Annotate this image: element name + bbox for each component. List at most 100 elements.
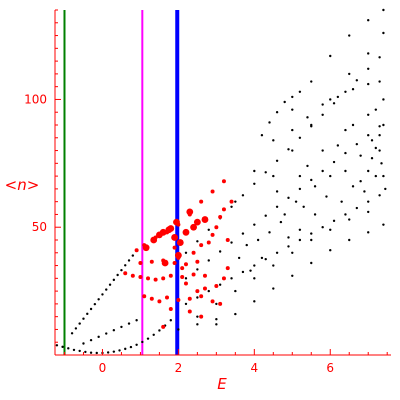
x-axis-title: E bbox=[217, 375, 227, 393]
scatter-point bbox=[180, 266, 185, 271]
scatter-point bbox=[340, 200, 343, 203]
scatter-point bbox=[272, 287, 275, 290]
scatter-point bbox=[310, 232, 313, 235]
scatter-points bbox=[55, 8, 387, 355]
scatter-point bbox=[146, 276, 151, 281]
scatter-point bbox=[344, 213, 347, 216]
scatter-point bbox=[210, 232, 215, 237]
scatter-point bbox=[127, 259, 131, 262]
scatter-point bbox=[105, 332, 108, 335]
scatter-point bbox=[367, 67, 370, 70]
scatter-point bbox=[298, 238, 302, 242]
scatter-point bbox=[313, 213, 317, 216]
scatter-point bbox=[82, 317, 85, 320]
scatter-point bbox=[135, 343, 138, 346]
scatter-point bbox=[275, 159, 279, 162]
scatter-point bbox=[348, 238, 351, 242]
scatter-point bbox=[124, 347, 127, 351]
scatter-point bbox=[72, 348, 76, 352]
scatter-point bbox=[78, 349, 81, 353]
scatter-point bbox=[367, 169, 370, 173]
scatter-point bbox=[287, 236, 290, 239]
scatter-point bbox=[225, 238, 230, 242]
scatter-point bbox=[275, 190, 279, 193]
scatter-point bbox=[291, 149, 294, 152]
scatter-point bbox=[378, 134, 381, 137]
scatter-point bbox=[264, 171, 267, 174]
scatter-point bbox=[355, 142, 359, 146]
scatter-point bbox=[89, 351, 93, 354]
scatter-point bbox=[152, 333, 155, 337]
scatter-point bbox=[221, 207, 226, 212]
y-tick-label: 50 bbox=[32, 220, 47, 234]
scatter-point bbox=[95, 351, 98, 355]
scatter-point bbox=[370, 157, 374, 160]
scatter-point bbox=[168, 273, 173, 278]
scatter-point bbox=[199, 243, 204, 248]
scatter-point bbox=[283, 213, 286, 216]
scatter-point bbox=[336, 95, 340, 99]
scatter-point bbox=[382, 123, 385, 127]
scatter-point bbox=[234, 312, 237, 316]
y-axis-title: <n> bbox=[5, 176, 40, 194]
scatter-point bbox=[348, 218, 351, 221]
scatter-point bbox=[97, 298, 100, 301]
scatter-point bbox=[149, 296, 154, 301]
scatter-point bbox=[291, 108, 294, 111]
scatter-point bbox=[74, 327, 78, 330]
scatter-point bbox=[195, 259, 200, 264]
scatter-point bbox=[253, 169, 256, 173]
scatter-point bbox=[329, 174, 332, 178]
scatter-point bbox=[127, 322, 131, 325]
scatter-point bbox=[172, 245, 177, 250]
scatter-point bbox=[129, 345, 133, 349]
scatter-point bbox=[101, 293, 104, 296]
scatter-point bbox=[97, 335, 100, 339]
scatter-point bbox=[180, 275, 185, 280]
scatter-point bbox=[359, 154, 362, 157]
scatter-point bbox=[157, 299, 162, 304]
scatter-point bbox=[382, 98, 385, 101]
scatter-point bbox=[112, 350, 116, 353]
scatter-point bbox=[272, 174, 275, 178]
scatter-point bbox=[321, 113, 324, 116]
x-tick-label: 6 bbox=[326, 361, 334, 375]
scatter-point bbox=[234, 200, 237, 203]
y-tick-label: 100 bbox=[24, 92, 47, 106]
scatter-point bbox=[351, 88, 355, 91]
scatter-point bbox=[210, 189, 215, 194]
scatter-point bbox=[275, 251, 279, 254]
scatter-point bbox=[138, 261, 143, 265]
scatter-point bbox=[344, 151, 347, 155]
scatter-point bbox=[130, 273, 135, 278]
scatter-point bbox=[382, 223, 385, 226]
scatter-point bbox=[279, 220, 283, 224]
scatter-point bbox=[367, 200, 370, 203]
scatter-point bbox=[191, 272, 196, 277]
scatter-point bbox=[225, 266, 230, 271]
scatter-point bbox=[105, 288, 108, 291]
scatter-point bbox=[112, 278, 116, 282]
scatter-point bbox=[367, 82, 370, 86]
scatter-point bbox=[287, 148, 290, 151]
scatter-point bbox=[260, 134, 264, 137]
scatter-point bbox=[169, 319, 172, 322]
scatter-point bbox=[310, 261, 313, 265]
scatter-point bbox=[378, 194, 381, 197]
scatter-point bbox=[138, 275, 143, 280]
scatter-point bbox=[146, 337, 150, 340]
scatter-point bbox=[291, 128, 294, 132]
scatter-point bbox=[230, 241, 233, 244]
scatter-point bbox=[268, 121, 271, 124]
scatter-point bbox=[106, 351, 110, 354]
scatter-point bbox=[306, 116, 309, 119]
scatter-point bbox=[161, 276, 166, 281]
scatter-point bbox=[207, 289, 210, 293]
scatter-point bbox=[329, 249, 332, 252]
x-tick-label: 2 bbox=[175, 361, 183, 375]
scatter-point bbox=[177, 328, 180, 331]
scatter-point bbox=[275, 205, 279, 208]
axis-ticks: 0 2 4 6 50 100 bbox=[24, 9, 388, 375]
scatter-point bbox=[234, 289, 237, 293]
scatter-point bbox=[116, 273, 119, 277]
